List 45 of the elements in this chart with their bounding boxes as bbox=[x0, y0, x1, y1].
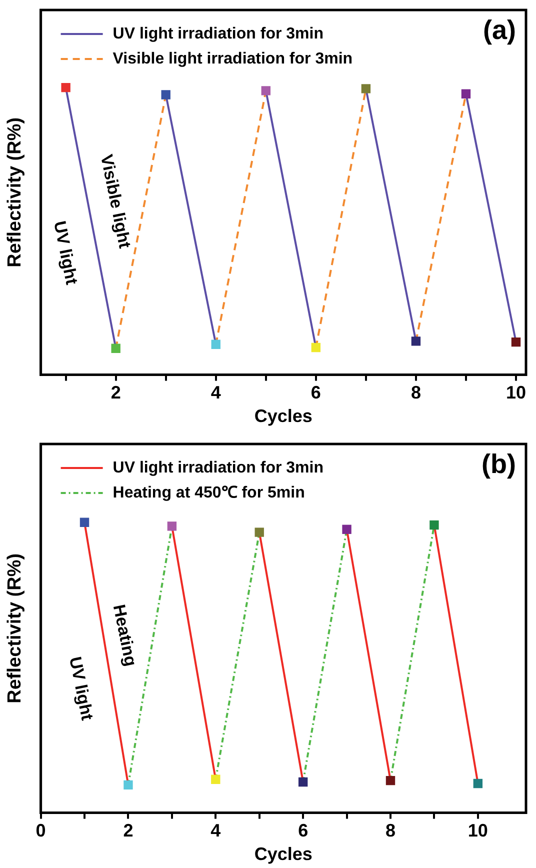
x-axis-title: Cycles bbox=[254, 406, 312, 426]
point bbox=[386, 776, 396, 786]
point bbox=[254, 528, 264, 537]
x-tick-label: 6 bbox=[310, 382, 321, 403]
legend-label: Visible light irradiation for 3min bbox=[112, 50, 353, 68]
point bbox=[298, 777, 308, 787]
x-axis-title: Cycles bbox=[254, 844, 312, 864]
legend-label: UV light irradiation for 3min bbox=[112, 459, 324, 476]
point bbox=[342, 524, 352, 534]
chart-title: (b) bbox=[482, 448, 516, 479]
point bbox=[473, 778, 483, 788]
point bbox=[511, 337, 521, 347]
x-tick-label: 2 bbox=[123, 820, 134, 841]
point bbox=[311, 342, 321, 352]
point bbox=[211, 774, 220, 784]
y-axis-title: Reflectivity (R%) bbox=[4, 553, 26, 704]
x-tick-label: 0 bbox=[36, 820, 46, 841]
legend-label: Heating at 450℃ for 5min bbox=[112, 484, 305, 502]
x-tick-label: 4 bbox=[210, 820, 221, 841]
x-tick-label: 4 bbox=[210, 382, 221, 403]
annotation: Heating bbox=[109, 602, 140, 668]
annotation: UV light bbox=[50, 219, 82, 286]
x-tick-label: 2 bbox=[110, 382, 121, 403]
point bbox=[211, 340, 220, 349]
point bbox=[111, 344, 120, 353]
point bbox=[461, 89, 471, 98]
point bbox=[161, 90, 170, 100]
point bbox=[361, 84, 371, 94]
point bbox=[411, 336, 421, 346]
x-tick-label: 8 bbox=[410, 382, 421, 403]
point bbox=[61, 82, 70, 92]
point bbox=[80, 518, 90, 528]
annotation: Visible light bbox=[96, 152, 134, 250]
x-tick-label: 8 bbox=[385, 820, 396, 841]
x-tick-label: 10 bbox=[468, 820, 488, 841]
annotation: UV light bbox=[65, 655, 97, 722]
x-tick-label: 6 bbox=[298, 820, 308, 841]
y-axis-title: Reflectivity (R%) bbox=[4, 117, 26, 268]
point bbox=[124, 780, 133, 790]
legend-label: UV light irradiation for 3min bbox=[112, 25, 324, 42]
point bbox=[167, 522, 177, 531]
point bbox=[261, 86, 270, 96]
chart-title: (a) bbox=[483, 14, 516, 45]
point bbox=[430, 520, 439, 530]
x-tick-label: 10 bbox=[506, 382, 526, 403]
